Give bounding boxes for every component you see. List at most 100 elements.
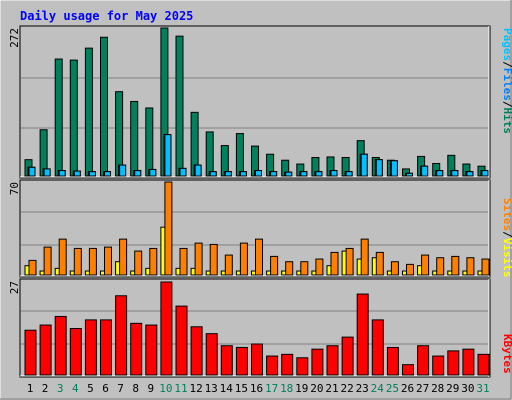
bar-pages [224,171,232,177]
bar-hits [100,36,108,177]
bar-pages [134,170,142,177]
bar-visits [224,254,233,276]
bar-kbytes [462,348,475,376]
x-tick-label: 26 [401,382,414,395]
bar-visits [164,181,173,276]
bar-kbytes [432,355,445,376]
bar-kbytes [84,319,97,376]
ymax-top: 272 [8,28,21,48]
bar-visits [315,258,324,276]
panel-top [19,25,491,179]
bar-kbytes [447,350,460,376]
bar-visits [451,255,460,276]
bar-visits [104,246,112,276]
bar-pages [360,153,368,177]
x-tick-label: 14 [220,382,234,395]
x-tick-label: 11 [174,382,187,395]
bar-kbytes [54,315,67,376]
x-tick-label: 3 [57,382,64,395]
bars-top [24,27,489,177]
bar-visits [194,242,203,276]
x-tick-label: 24 [371,382,385,395]
x-tick-label: 1 [27,382,34,395]
bar-hits [205,131,214,177]
x-tick-label: 10 [159,382,172,395]
bar-hits [69,59,78,177]
bar-kbytes [296,357,309,376]
x-tick-label: 2 [42,382,49,395]
bar-kbytes [145,324,158,376]
bar-kbytes [175,305,188,376]
x-tick-label: 22 [340,382,353,395]
bar-kbytes [69,328,82,376]
bar-visits [360,238,369,276]
legend-top: Pages/Files/Hits [501,28,512,134]
bar-pages [149,168,157,177]
x-tick-label: 15 [235,382,248,395]
bar-pages [375,159,383,177]
bar-pages [285,171,293,177]
ymax-bottom: 27 [8,281,21,294]
bar-kbytes [386,346,399,376]
bar-visits [255,238,263,276]
bar-kbytes [100,319,112,376]
x-tick-label: 7 [117,382,124,395]
legend-sep-1: / [501,61,512,68]
bar-hits [84,47,93,177]
bar-pages [330,170,338,177]
bar-visits [436,257,445,276]
bars-middle [24,181,490,276]
bar-kbytes [220,345,233,376]
bar-pages [481,170,489,177]
bar-kbytes [115,295,128,376]
bar-pages [194,164,202,177]
bar-kbytes [235,346,248,376]
bar-visits [73,247,82,276]
x-tick-label: 18 [280,382,293,395]
x-tick-label: 13 [205,382,218,395]
bar-kbytes [190,326,203,376]
bar-kbytes [356,293,369,376]
bar-kbytes [402,364,414,376]
x-tick-label: 31 [476,382,489,395]
bar-pages [104,171,111,177]
bar-visits [406,263,414,276]
bar-visits [466,257,475,276]
bar-kbytes [205,333,218,376]
x-tick-label: 8 [132,382,139,395]
x-tick-label: 19 [295,382,308,395]
legend-files: Files [501,68,512,101]
ymax-middle: 70 [8,182,21,195]
bar-visits [270,255,279,276]
bar-kbytes [341,336,354,376]
bar-pages [43,168,51,177]
x-tick-label: 12 [189,382,202,395]
x-tick-label: 17 [265,382,278,395]
bar-visits [481,258,490,276]
bar-visits [345,247,354,276]
legend-visits: Visits [501,238,512,278]
x-tick-label: 27 [416,382,429,395]
bar-pages [300,171,308,177]
bar-visits [300,261,309,276]
bar-kbytes [311,348,324,376]
x-tick-label: 21 [325,382,338,395]
bar-hits [54,58,63,177]
bar-visits [149,247,158,276]
bar-visits [58,238,67,276]
bar-kbytes [326,345,339,376]
bar-pages [451,170,459,177]
bar-visits [43,246,52,276]
bar-visits [179,247,188,276]
bar-kbytes [371,319,384,376]
bars-bottom [24,281,490,376]
panel-bottom [19,278,491,378]
legend-sep-2: / [501,101,512,108]
bar-kbytes [160,281,173,376]
legend-sites: Sites [501,198,512,231]
bar-pages [345,171,353,177]
chart-title: Daily usage for May 2025 [20,9,193,23]
x-tick-label: 5 [87,382,94,395]
bar-hits [130,100,139,177]
